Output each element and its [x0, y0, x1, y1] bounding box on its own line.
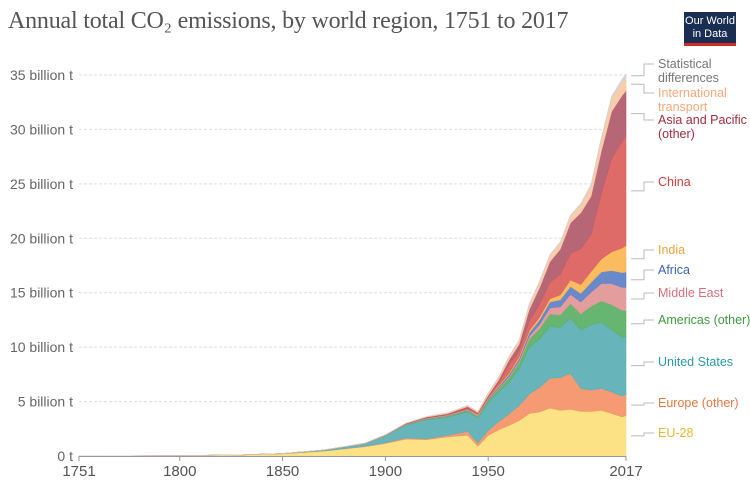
series-label-africa: Africa	[631, 263, 690, 281]
x-tick-label: 1900	[369, 463, 402, 480]
series-label-text: United States	[658, 355, 733, 369]
y-tick-label: 0 t	[57, 448, 73, 464]
owid-logo[interactable]: Our World in Data	[684, 12, 736, 46]
chart-title: Annual total CO₂ emissions, by world reg…	[8, 8, 569, 34]
x-tick-label: 1950	[472, 463, 505, 480]
series-label-text: transport	[658, 100, 708, 114]
series-label-text: Africa	[658, 263, 690, 277]
area-statistical-differences	[78, 72, 627, 457]
series-label-text: China	[658, 175, 691, 189]
axes: 0 t 5 billion t 10 billion t 15 billion t 20…	[10, 67, 643, 480]
series-label-text: EU-28	[658, 426, 693, 440]
leader-line	[631, 432, 654, 437]
series-label-text: Middle East	[658, 286, 724, 300]
leader-line	[631, 249, 654, 260]
x-tick-label: 1751	[62, 463, 95, 480]
logo-line-1: Our World	[685, 15, 735, 27]
leader-line	[631, 63, 654, 77]
leader-line	[631, 292, 654, 300]
series-label-europe-other: Europe (other)	[631, 396, 739, 410]
series-label-text: Americas (other)	[658, 313, 750, 327]
logo-line-2: in Data	[692, 28, 728, 40]
y-tick-label: 35 billion t	[10, 67, 73, 83]
x-tick-label: 1850	[266, 463, 299, 480]
series-label-text: Europe (other)	[658, 396, 739, 410]
y-tick-label: 20 billion t	[10, 230, 73, 246]
area-layers	[78, 72, 627, 457]
x-tick-label: 2017	[609, 463, 642, 480]
leader-line	[631, 113, 654, 121]
series-label-text: (other)	[658, 127, 695, 141]
leader-line	[631, 402, 654, 406]
series-label-eu-28: EU-28	[631, 426, 693, 440]
series-label-text: International	[658, 86, 727, 100]
series-label-text: Asia and Pacific	[658, 113, 747, 127]
series-label-text: differences	[658, 71, 719, 85]
leader-line	[631, 181, 654, 192]
leader-line	[631, 361, 654, 367]
y-tick-label: 10 billion t	[10, 339, 73, 355]
series-label-middle-east: Middle East	[631, 286, 724, 300]
series-label-china: China	[631, 175, 691, 192]
series-label-text: India	[658, 243, 685, 257]
leader-line	[631, 269, 654, 281]
x-tick-label: 1800	[163, 463, 196, 480]
y-tick-label: 25 billion t	[10, 176, 73, 192]
y-tick-label: 15 billion t	[10, 285, 73, 301]
series-label-americas-other: Americas (other)	[631, 313, 750, 327]
y-tick-label: 5 billion t	[18, 394, 73, 410]
series-label-india: India	[631, 243, 685, 260]
y-tick-label: 30 billion t	[10, 121, 73, 137]
series-label-united-states: United States	[631, 355, 733, 369]
leader-line	[631, 319, 654, 325]
leader-line	[631, 83, 654, 94]
series-labels: StatisticaldifferencesInternationaltrans…	[631, 57, 750, 440]
area-eu-28	[78, 407, 627, 457]
series-label-asia-and-pacific-other: Asia and Pacific(other)	[631, 113, 747, 141]
series-label-text: Statistical	[658, 57, 712, 71]
